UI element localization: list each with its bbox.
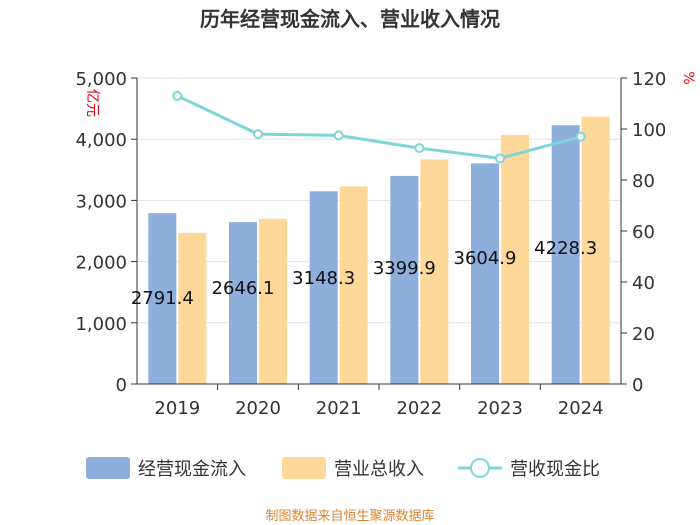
legend-label-total-revenue: 营业总收入 xyxy=(334,459,424,480)
right-axis-tick-label: 40 xyxy=(632,273,655,294)
legend-swatch-ratio-point xyxy=(470,458,490,478)
left-axis-tick-label: 4,000 xyxy=(75,130,127,151)
ratio-line-point xyxy=(495,153,505,164)
ratio-line-path xyxy=(176,94,582,160)
left-axis-tick-label: 2,000 xyxy=(75,253,127,274)
ratio-line xyxy=(172,90,586,164)
chart-title: 历年经营现金流入、营业收入情况 xyxy=(200,7,500,31)
bar-cash-inflow xyxy=(471,163,499,384)
data-label-cash-inflow: 3148.3 xyxy=(292,268,355,289)
data-label-cash-inflow: 3399.9 xyxy=(373,258,436,279)
x-axis-tick-label: 2020 xyxy=(235,398,281,419)
bar-total-revenue xyxy=(178,232,207,384)
bar-cash-inflow xyxy=(309,191,338,384)
bar-cash-inflow xyxy=(551,125,580,385)
gridlines xyxy=(137,77,621,385)
right-axis-tick-label: 80 xyxy=(632,171,655,192)
data-label-cash-inflow: 4228.3 xyxy=(534,238,597,259)
right-axis-tick-label: 0 xyxy=(632,375,643,396)
right-axis-tick-label: 120 xyxy=(632,69,666,90)
data-label-cash-inflow: 2791.4 xyxy=(131,288,194,309)
bar-total-revenue xyxy=(339,186,368,384)
source-note: 制图数据来自恒生聚源数据库 xyxy=(265,508,434,524)
bars xyxy=(148,116,610,385)
data-label-cash-inflow: 2646.1 xyxy=(212,278,275,299)
legend-swatch-cash-inflow xyxy=(86,457,130,479)
legend-label-ratio: 营收现金比 xyxy=(510,459,600,480)
data-labels: 2791.4 2646.1 3148.3 3399.9 3604.9 4228.3 xyxy=(131,238,597,309)
bar-cash-inflow xyxy=(148,213,177,384)
right-axis-tick-label: 20 xyxy=(632,324,655,345)
left-axis-tick-label: 0 xyxy=(116,375,127,396)
ratio-line-point xyxy=(414,143,425,154)
ratio-line-point xyxy=(172,90,183,101)
bar-total-revenue xyxy=(581,116,610,384)
x-axis-tick-label: 2022 xyxy=(396,398,442,419)
legend-swatch-total-revenue xyxy=(282,457,326,479)
ratio-line-point xyxy=(575,131,586,142)
right-axis-unit: % xyxy=(680,71,696,84)
right-axis-tick-label: 60 xyxy=(632,222,655,243)
bar-total-revenue xyxy=(420,159,449,384)
left-axis-unit: 亿元 xyxy=(84,89,100,117)
ratio-line-point xyxy=(333,130,344,141)
axes: 0 1,000 2,000 3,000 4,000 5,000 0 20 40 60 80 100 12… xyxy=(75,69,696,419)
bar-total-revenue xyxy=(259,218,287,384)
bar-cash-inflow xyxy=(229,222,257,384)
data-label-cash-inflow: 3604.9 xyxy=(454,248,517,269)
x-axis-tick-label: 2019 xyxy=(154,398,200,419)
legend[interactable]: 经营现金流入 营业总收入 营收现金比 xyxy=(86,457,600,480)
x-axis-tick-label: 2021 xyxy=(316,398,362,419)
bar-total-revenue xyxy=(501,134,529,384)
x-axis-tick-label: 2023 xyxy=(477,398,523,419)
left-axis-tick-label: 1,000 xyxy=(75,314,127,335)
legend-label-cash-inflow: 经营现金流入 xyxy=(138,459,246,480)
ratio-line-point xyxy=(253,129,263,140)
x-axis-tick-label: 2024 xyxy=(558,398,604,419)
right-axis-tick-label: 100 xyxy=(632,120,666,141)
bar-cash-inflow xyxy=(390,175,419,384)
left-axis-tick-label: 3,000 xyxy=(75,191,127,212)
left-axis-tick-label: 5,000 xyxy=(75,69,127,90)
